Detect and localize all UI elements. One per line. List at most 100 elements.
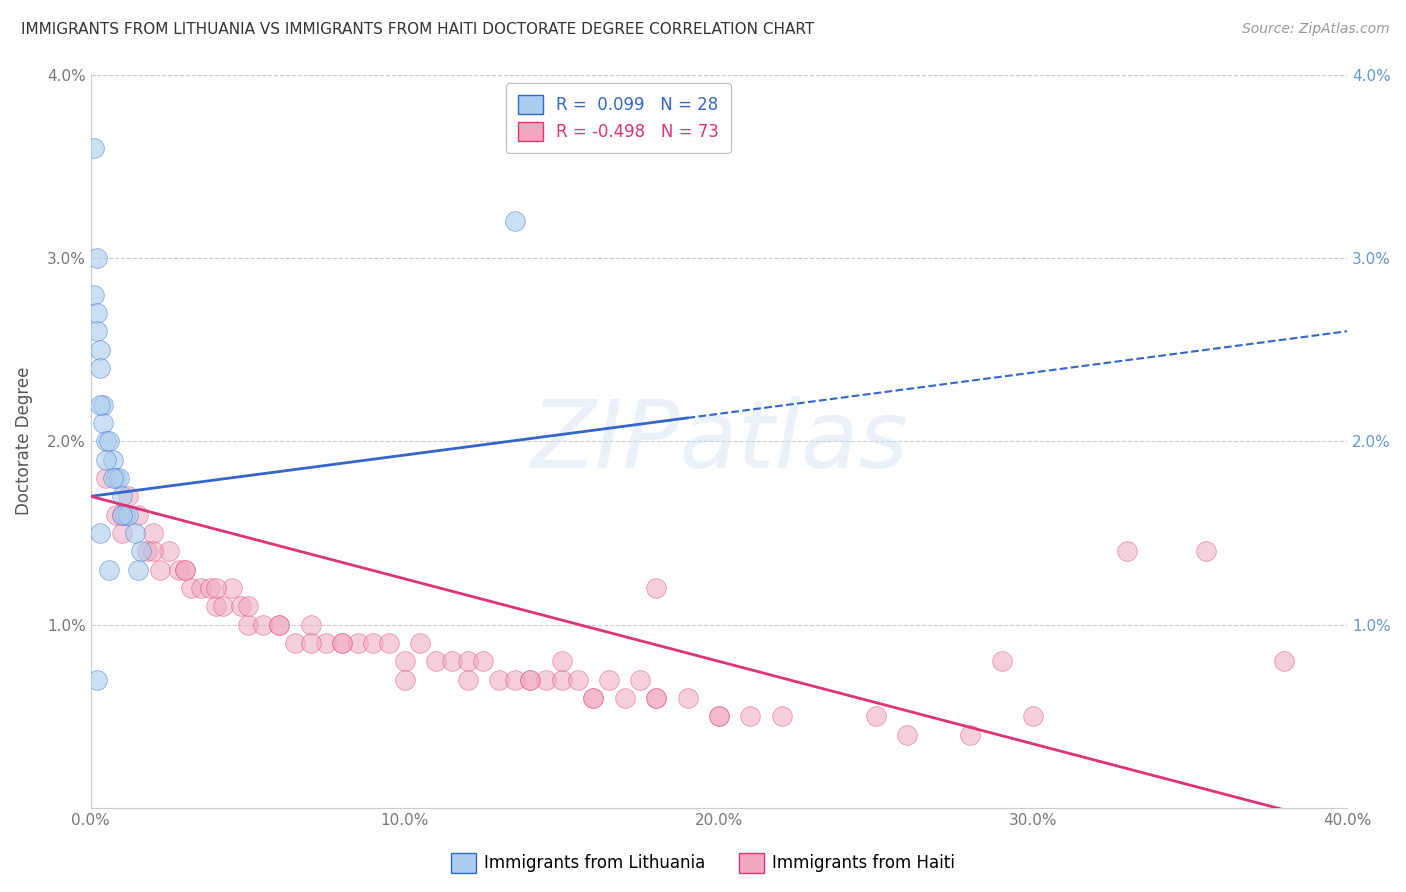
Point [645, 581, 668, 595]
Point [896, 728, 918, 742]
Point [111, 526, 134, 541]
Point [1195, 544, 1218, 558]
Point [124, 526, 146, 541]
Point [117, 508, 139, 522]
Point [1116, 544, 1139, 558]
Point [707, 709, 730, 723]
Point [83, 141, 105, 155]
Point [645, 691, 668, 706]
Point [330, 636, 353, 650]
Point [117, 489, 139, 503]
Point [628, 673, 651, 687]
Point [89, 398, 111, 412]
Point [551, 654, 574, 668]
Legend: Immigrants from Lithuania, Immigrants from Haiti: Immigrants from Lithuania, Immigrants fr… [444, 847, 962, 880]
Point [86, 251, 108, 265]
Point [91, 398, 114, 412]
Point [205, 581, 228, 595]
Point [231, 599, 253, 614]
Point [104, 471, 127, 485]
Point [91, 416, 114, 430]
Point [114, 508, 136, 522]
Point [89, 343, 111, 357]
Point [1022, 709, 1045, 723]
Point [142, 526, 165, 541]
Point [111, 508, 134, 522]
Point [440, 654, 463, 668]
Point [457, 654, 479, 668]
Point [98, 434, 121, 449]
Point [346, 636, 368, 650]
Point [101, 452, 124, 467]
Legend: R =  0.099   N = 28, R = -0.498   N = 73: R = 0.099 N = 28, R = -0.498 N = 73 [506, 83, 731, 153]
Point [582, 691, 605, 706]
Point [252, 617, 274, 632]
Text: Source: ZipAtlas.com: Source: ZipAtlas.com [1241, 22, 1389, 37]
Point [551, 673, 574, 687]
Point [198, 581, 221, 595]
Point [149, 563, 172, 577]
Point [582, 691, 605, 706]
Point [645, 691, 668, 706]
Point [96, 434, 118, 449]
Point [567, 673, 589, 687]
Point [330, 636, 353, 650]
Point [598, 673, 620, 687]
Point [284, 636, 307, 650]
Point [519, 673, 541, 687]
Point [136, 544, 159, 558]
Point [96, 452, 118, 467]
Point [96, 471, 118, 485]
Point [236, 617, 259, 632]
Point [534, 673, 557, 687]
Point [378, 636, 401, 650]
Point [211, 599, 233, 614]
Point [519, 673, 541, 687]
Point [89, 360, 111, 375]
Point [129, 544, 152, 558]
Point [503, 214, 526, 228]
Point [315, 636, 337, 650]
Point [409, 636, 432, 650]
Point [108, 471, 131, 485]
Point [173, 563, 195, 577]
Point [101, 471, 124, 485]
Point [770, 709, 793, 723]
Point [111, 508, 134, 522]
Point [613, 691, 636, 706]
Point [86, 324, 108, 338]
Y-axis label: Doctorate Degree: Doctorate Degree [15, 368, 32, 516]
Point [865, 709, 887, 723]
Text: IMMIGRANTS FROM LITHUANIA VS IMMIGRANTS FROM HAITI DOCTORATE DEGREE CORRELATION : IMMIGRANTS FROM LITHUANIA VS IMMIGRANTS … [21, 22, 814, 37]
Point [173, 563, 195, 577]
Point [740, 709, 762, 723]
Point [111, 489, 134, 503]
Point [707, 709, 730, 723]
Point [299, 636, 322, 650]
Point [142, 544, 165, 558]
Point [394, 673, 416, 687]
Point [363, 636, 385, 650]
Point [472, 654, 495, 668]
Point [299, 617, 322, 632]
Point [425, 654, 447, 668]
Point [86, 673, 108, 687]
Point [127, 508, 149, 522]
Point [990, 654, 1012, 668]
Point [269, 617, 291, 632]
Point [89, 526, 111, 541]
Point [1274, 654, 1296, 668]
Point [221, 581, 243, 595]
Point [488, 673, 510, 687]
Point [180, 581, 202, 595]
Point [86, 306, 108, 320]
Point [104, 508, 127, 522]
Point [503, 673, 526, 687]
Point [157, 544, 180, 558]
Point [394, 654, 416, 668]
Point [190, 581, 212, 595]
Point [205, 599, 228, 614]
Point [959, 728, 981, 742]
Point [457, 673, 479, 687]
Point [98, 563, 121, 577]
